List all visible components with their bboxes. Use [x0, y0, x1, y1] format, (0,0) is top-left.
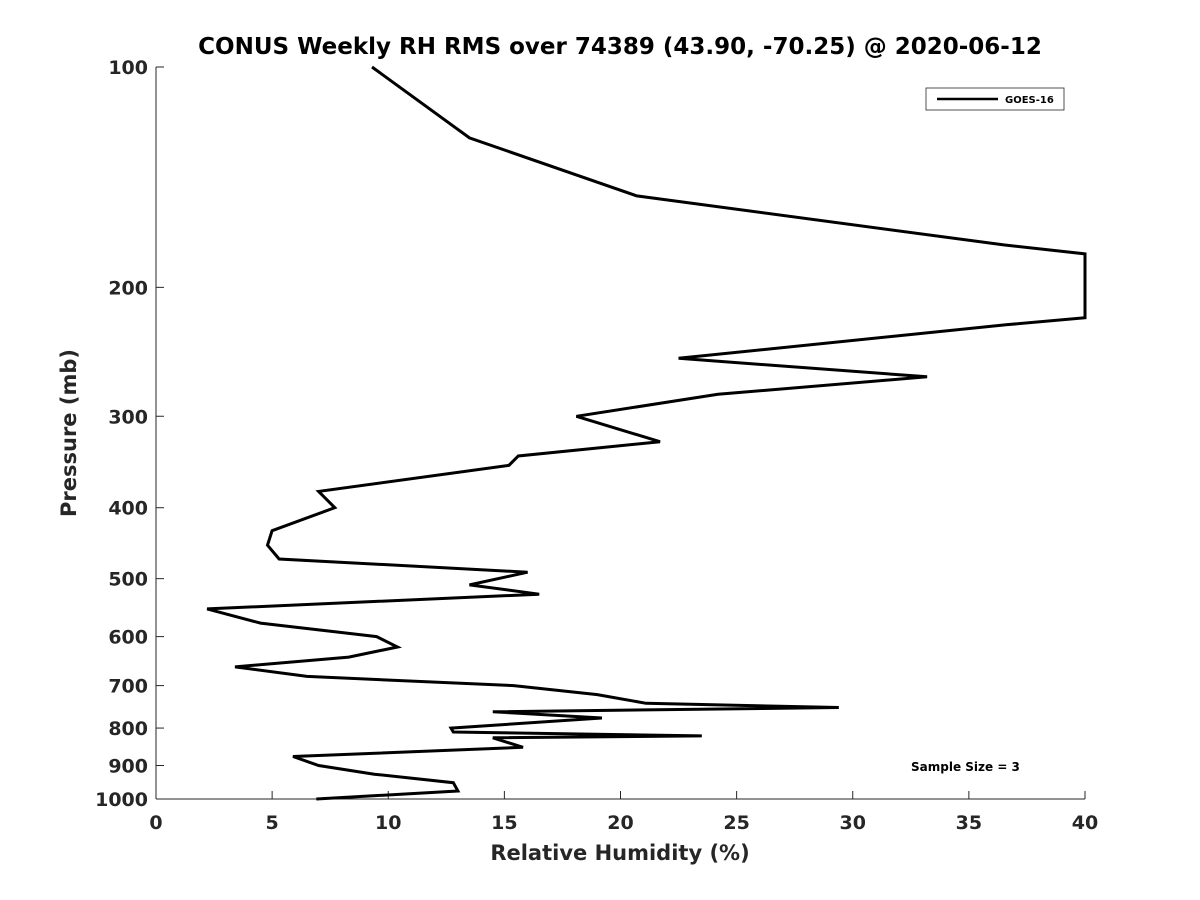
x-tick-label: 15	[491, 812, 517, 834]
x-tick-label: 10	[375, 812, 401, 834]
y-tick-label: 600	[108, 627, 148, 649]
plot-frame	[156, 67, 1085, 799]
x-tick-label: 0	[149, 812, 162, 834]
x-axis-label: Relative Humidity (%)	[490, 841, 749, 865]
y-tick-label: 500	[108, 569, 148, 591]
chart-title: CONUS Weekly RH RMS over 74389 (43.90, -…	[198, 34, 1042, 60]
legend: GOES-16	[925, 87, 1065, 111]
x-tick-label: 35	[956, 812, 982, 834]
x-ticks: 0 5 10 15 20 25 30 35 40	[149, 791, 1098, 834]
y-axis-label: Pressure (mb)	[57, 349, 81, 517]
y-tick-label: 300	[108, 406, 148, 428]
legend-label-goes-16: GOES-16	[1005, 95, 1054, 106]
y-tick-label: 1000	[95, 789, 148, 811]
plot-area: 0 5 10 15 20 25 30 35 40 100 200 300 400 500 600 700 80…	[95, 57, 1098, 834]
y-tick-label: 400	[108, 498, 148, 520]
series-layer	[206, 65, 1087, 801]
y-tick-label: 700	[108, 676, 148, 698]
y-ticks: 100 200 300 400 500 600 700 800 900 1000	[95, 57, 164, 811]
sample-size-annotation: Sample Size = 3	[911, 760, 1020, 774]
y-tick-label: 800	[108, 718, 148, 740]
x-tick-label: 20	[607, 812, 633, 834]
series-line-goes-16	[206, 65, 1087, 801]
x-tick-label: 5	[266, 812, 279, 834]
x-tick-label: 25	[723, 812, 749, 834]
x-tick-label: 30	[840, 812, 866, 834]
x-tick-label: 40	[1072, 812, 1098, 834]
y-tick-label: 200	[108, 277, 148, 299]
y-tick-label: 100	[108, 57, 148, 79]
y-tick-label: 900	[108, 756, 148, 778]
